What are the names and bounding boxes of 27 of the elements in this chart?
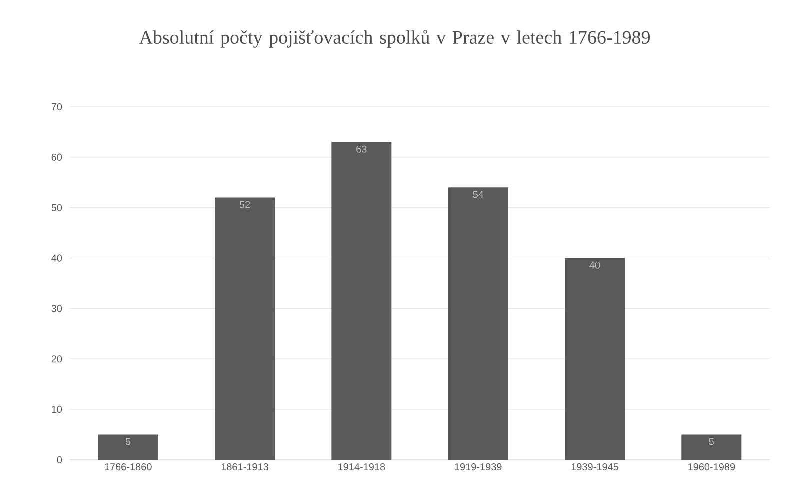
y-tick-label: 30 [52, 305, 62, 312]
bar [682, 434, 742, 460]
y-tick-label: 70 [52, 103, 62, 111]
x-tick-label: 1919-1939 [455, 464, 502, 471]
y-tick-label: 10 [52, 406, 62, 414]
chart-title: Absolutní počty pojišťovacích spolků v Praze v letech 1766-1989 [139, 30, 650, 48]
y-tick-label: 0 [57, 456, 62, 464]
data-label: 5 [126, 438, 131, 446]
data-label: 5 [709, 438, 714, 446]
data-label: 40 [590, 262, 600, 269]
bar [564, 258, 625, 460]
x-tick-label: 1939-1945 [572, 464, 618, 471]
x-tick-label: 1861-1913 [222, 464, 268, 471]
data-label: 52 [240, 201, 250, 208]
bar [448, 188, 508, 460]
bar [332, 142, 392, 460]
y-tick-label: 60 [52, 154, 62, 161]
data-label: 54 [473, 191, 484, 198]
x-tick-label: 1914-1918 [338, 464, 386, 471]
bar [98, 434, 158, 460]
data-label: 63 [356, 146, 367, 153]
x-tick-label: 1960-1989 [688, 464, 736, 471]
y-tick-label: 40 [52, 254, 62, 262]
y-tick-label: 20 [52, 356, 62, 363]
bar [215, 198, 275, 460]
x-tick-label: 1766-1860 [105, 464, 152, 471]
y-tick-label: 50 [52, 204, 62, 212]
